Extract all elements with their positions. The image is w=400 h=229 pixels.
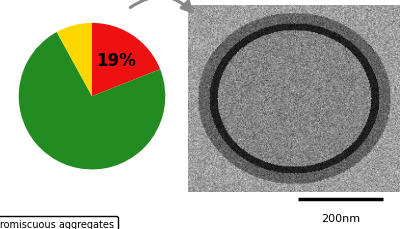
Wedge shape	[57, 23, 92, 96]
Text: 19%: 19%	[96, 52, 136, 70]
Wedge shape	[19, 32, 165, 169]
Wedge shape	[92, 23, 160, 96]
Legend: Promiscuous aggregates, Nonaggregates, Ambiguous: Promiscuous aggregates, Nonaggregates, A…	[0, 216, 118, 229]
Text: 200nm: 200nm	[321, 214, 360, 224]
